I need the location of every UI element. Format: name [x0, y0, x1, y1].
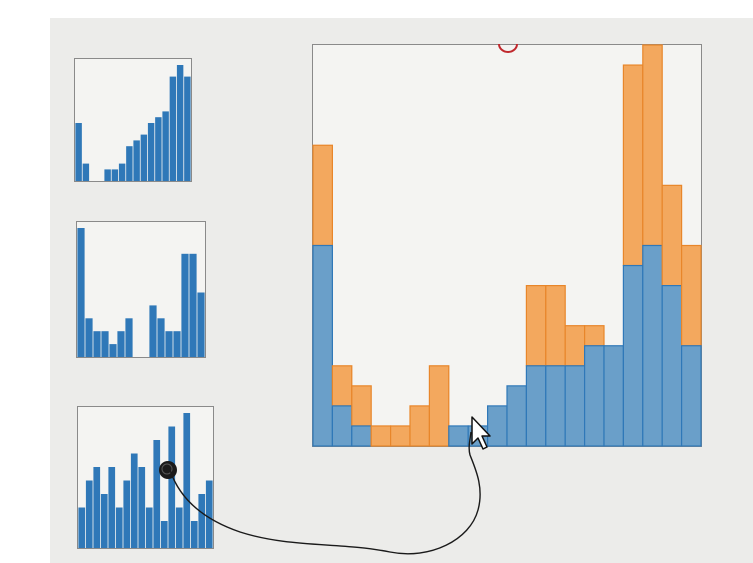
thumbnail-bar — [115, 507, 123, 548]
thumbnail-bar — [181, 253, 189, 357]
thumbnail-bar — [100, 494, 108, 548]
thumbnail-bar — [149, 305, 157, 357]
histogram-bar-bottom — [312, 244, 333, 447]
thumbnail-bar — [130, 453, 138, 548]
thumbnail-bar — [205, 480, 213, 548]
histogram-bar-top — [622, 64, 644, 267]
histogram-bar-bottom — [506, 385, 527, 447]
histogram-bar-top — [390, 425, 411, 447]
histogram-bar-bottom — [583, 345, 605, 447]
thumbnail-bar — [165, 331, 173, 357]
thumbnail-bar — [173, 331, 181, 357]
thumbnail-bar — [111, 169, 119, 181]
thumbnail-bar — [169, 76, 177, 181]
thumbnail-bar — [101, 331, 109, 357]
histogram-bar-bottom — [525, 365, 547, 447]
thumbnail-bar — [183, 413, 191, 548]
sketch-lasso-icon[interactable] — [159, 431, 481, 555]
histogram-bar-top — [409, 405, 430, 447]
thumbnail-chart-3 — [78, 413, 213, 548]
histogram-bar-bottom — [545, 365, 566, 447]
thumbnail-bar — [198, 494, 206, 548]
thumbnail-bar — [82, 163, 90, 181]
histogram-bar-bottom — [331, 405, 353, 447]
thumbnail-bar — [197, 292, 205, 357]
histogram-bar-top — [351, 385, 372, 427]
thumbnail-bar — [157, 318, 165, 357]
histogram-bar-bottom — [642, 244, 663, 447]
thumbnail-bar — [168, 426, 176, 548]
histogram-bar-bottom — [680, 345, 702, 447]
thumbnail-bar — [85, 318, 93, 357]
thumbnail-bar — [109, 344, 117, 357]
histogram-bar-bottom — [661, 285, 683, 447]
thumbnail-bar — [184, 76, 191, 181]
thumbnail-bar — [147, 123, 155, 181]
thumbnail-bar — [189, 253, 197, 357]
thumbnail-bar — [162, 111, 169, 181]
histogram-bar-top — [680, 244, 702, 347]
thumbnail-bar — [104, 169, 111, 181]
thumbnail-bar — [123, 480, 131, 548]
thumbnail-bar — [145, 507, 153, 548]
thumbnail-bar — [140, 134, 148, 181]
thumbnail-bar — [160, 521, 168, 548]
thumbnail-bar — [77, 228, 85, 357]
thumbnail-bar — [75, 123, 82, 181]
thumbnail-bar — [85, 480, 93, 548]
thumbnail-bar — [175, 507, 183, 548]
thumbnail-bar — [138, 467, 146, 548]
histogram-bar-top — [428, 365, 450, 447]
thumbnail-bar — [190, 521, 198, 548]
histogram-bar-bottom — [603, 345, 624, 447]
histogram-bar-top — [545, 285, 566, 367]
histogram-bar-bottom — [351, 425, 372, 447]
thumbnail-bar — [93, 467, 101, 548]
thumbnail-bar — [155, 117, 162, 181]
histogram-bar-top — [525, 285, 547, 367]
thumbnail-bar — [176, 65, 184, 181]
marker-red-icon — [498, 43, 518, 53]
thumbnail-bar — [125, 318, 133, 357]
histogram-bar-top — [642, 44, 663, 247]
histogram-bar-bottom — [622, 264, 644, 447]
histogram-bar-top — [312, 144, 333, 247]
thumbnail-bar — [108, 467, 116, 548]
thumbnail-bar — [118, 163, 126, 181]
thumbnail-bar — [133, 140, 140, 181]
thumbnail-bar — [93, 331, 101, 357]
thumbnail-bar — [126, 146, 133, 181]
arrow-cursor-icon — [471, 416, 491, 450]
histogram-bar-bottom — [564, 365, 586, 447]
thumbnail-bar — [117, 331, 125, 357]
thumbnail-bar — [153, 440, 161, 548]
histogram-bar-top — [661, 184, 683, 287]
histogram-bar-top — [564, 325, 586, 367]
histogram-bar-bottom — [448, 425, 469, 447]
histogram-bar-bottom — [487, 405, 508, 447]
thumbnail-bar — [78, 507, 86, 548]
thumbnail-chart-1 — [75, 65, 191, 181]
main-stacked-histogram — [312, 44, 702, 447]
histogram-bar-top — [331, 365, 353, 407]
thumbnail-chart-2 — [77, 228, 205, 357]
histogram-bar-top — [583, 325, 605, 347]
histogram-bar-top — [370, 425, 392, 447]
